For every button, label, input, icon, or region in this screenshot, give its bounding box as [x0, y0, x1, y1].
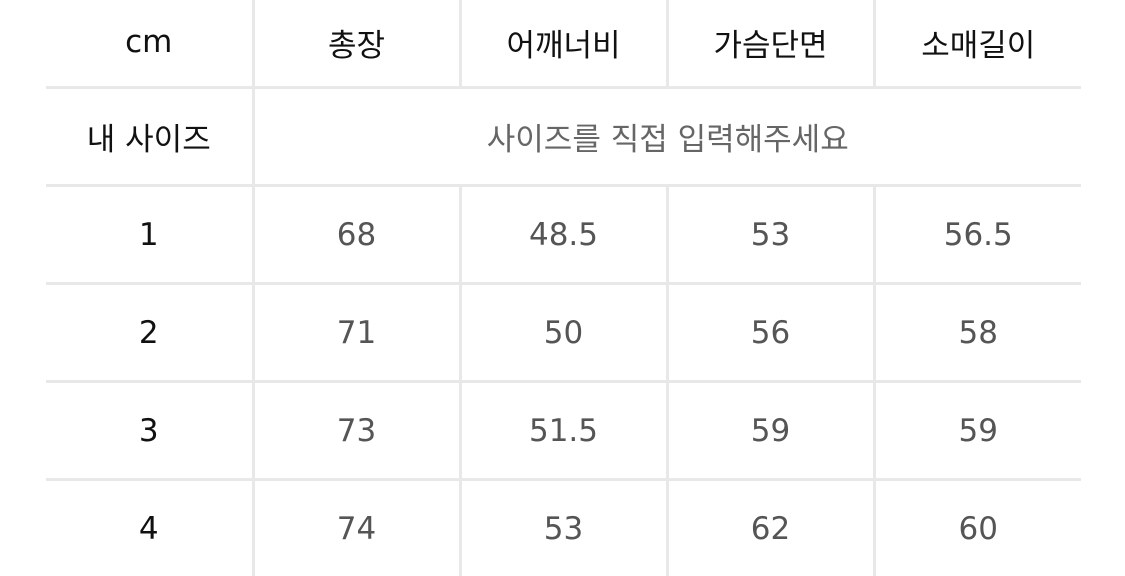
table-cell: 62	[667, 480, 874, 576]
table-cell: 48.5	[460, 186, 667, 284]
table-cell: 68	[253, 186, 460, 284]
header-total-length: 총장	[253, 0, 460, 88]
table-cell: 59	[667, 382, 874, 480]
my-size-row: 내 사이즈 사이즈를 직접 입력해주세요	[46, 88, 1081, 186]
my-size-label: 내 사이즈	[46, 88, 253, 186]
table-cell: 53	[460, 480, 667, 576]
table-cell: 50	[460, 284, 667, 382]
table-cell: 58	[874, 284, 1081, 382]
table-cell: 53	[667, 186, 874, 284]
size-label: 4	[46, 480, 253, 576]
header-shoulder-width: 어깨너비	[460, 0, 667, 88]
header-unit: cm	[46, 0, 253, 88]
table-cell: 73	[253, 382, 460, 480]
table-cell: 59	[874, 382, 1081, 480]
table-cell: 51.5	[460, 382, 667, 480]
table-cell: 60	[874, 480, 1081, 576]
table-cell: 74	[253, 480, 460, 576]
header-row: cm 총장 어깨너비 가슴단면 소매길이	[46, 0, 1081, 88]
table-cell: 56	[667, 284, 874, 382]
table-cell: 71	[253, 284, 460, 382]
size-label: 1	[46, 186, 253, 284]
my-size-input[interactable]: 사이즈를 직접 입력해주세요	[253, 88, 1081, 186]
size-label: 2	[46, 284, 253, 382]
size-label: 3	[46, 382, 253, 480]
size-table: cm 총장 어깨너비 가슴단면 소매길이 내 사이즈 사이즈를 직접 입력해주세…	[46, 0, 1081, 576]
table-cell: 56.5	[874, 186, 1081, 284]
header-chest-width: 가슴단면	[667, 0, 874, 88]
header-sleeve-length: 소매길이	[874, 0, 1081, 88]
